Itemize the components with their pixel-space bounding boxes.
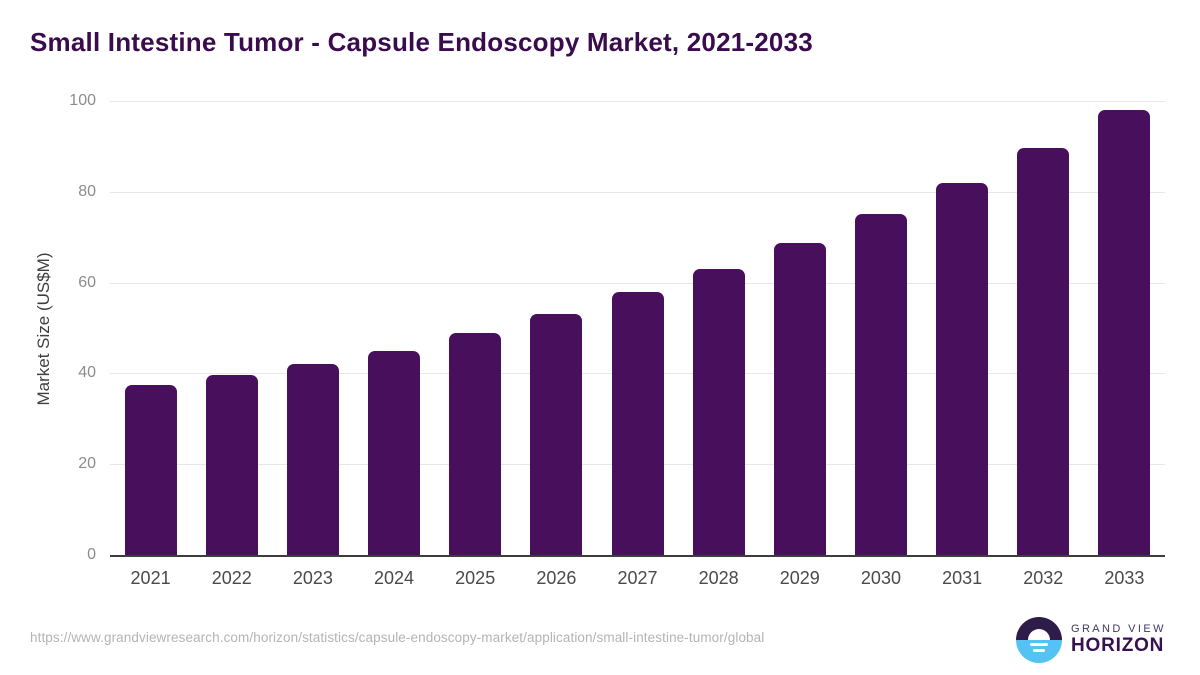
bar-2023 [286, 363, 339, 555]
x-tick-label: 2024 [374, 568, 415, 588]
bar-2021 [124, 385, 177, 555]
bar-2032 [1017, 148, 1070, 555]
plot-area: 0 20 40 60 80 100 2021 2022 2023 2024 2025 2026 2027… [69, 92, 1165, 588]
bar-2025 [449, 333, 502, 555]
x-tick-label: 2026 [536, 568, 577, 588]
bar-2026 [530, 314, 583, 555]
brand-logo: GRAND VIEW HORIZON [1016, 617, 1166, 663]
logo-reflection-line [1030, 642, 1048, 646]
y-tick-label: 40 [78, 364, 96, 382]
x-tick-label: 2032 [1023, 568, 1064, 588]
x-tick-label: 2025 [455, 568, 496, 588]
brand-name-bottom: HORIZON [1071, 635, 1165, 657]
y-tick-label: 100 [69, 92, 96, 109]
bar-2033 [1098, 110, 1151, 555]
x-tick-label: 2033 [1104, 568, 1145, 588]
logo-sky-half [1016, 617, 1062, 640]
gridline [110, 101, 1165, 102]
x-tick-label: 2028 [698, 568, 739, 588]
bar-2031 [936, 183, 989, 555]
x-tick-label: 2022 [211, 568, 252, 588]
gridline [110, 282, 1165, 284]
chart-title: Small Intestine Tumor - Capsule Endoscop… [30, 27, 813, 57]
source-url: https://www.grandviewresearch.com/horizo… [30, 630, 765, 645]
bar-2030 [854, 213, 907, 555]
y-tick-label: 20 [78, 455, 96, 473]
y-tick-label: 60 [78, 273, 96, 291]
bar-2029 [773, 242, 826, 555]
x-tick-label: 2021 [130, 568, 171, 588]
brand-text: GRAND VIEW HORIZON [1071, 623, 1166, 657]
logo-reflection-line [1033, 648, 1045, 652]
x-tick-label: 2029 [779, 568, 820, 588]
x-tick-label: 2031 [942, 568, 983, 588]
bar-2022 [205, 375, 258, 555]
x-tick-label: 2030 [860, 568, 901, 588]
logo-sun-icon [1028, 629, 1050, 640]
bar-2027 [611, 292, 664, 555]
x-tick-label: 2027 [617, 568, 658, 588]
brand-name-top: GRAND VIEW [1071, 622, 1166, 635]
y-tick-label: 80 [78, 182, 96, 200]
bar-2024 [368, 350, 421, 555]
grand-view-horizon-logo-icon [1016, 617, 1062, 663]
logo-sea-half [1016, 640, 1062, 663]
x-tick-label: 2023 [292, 568, 333, 588]
y-tick-label: 0 [87, 546, 96, 563]
gridline [110, 191, 1165, 193]
bar-2028 [692, 269, 745, 555]
